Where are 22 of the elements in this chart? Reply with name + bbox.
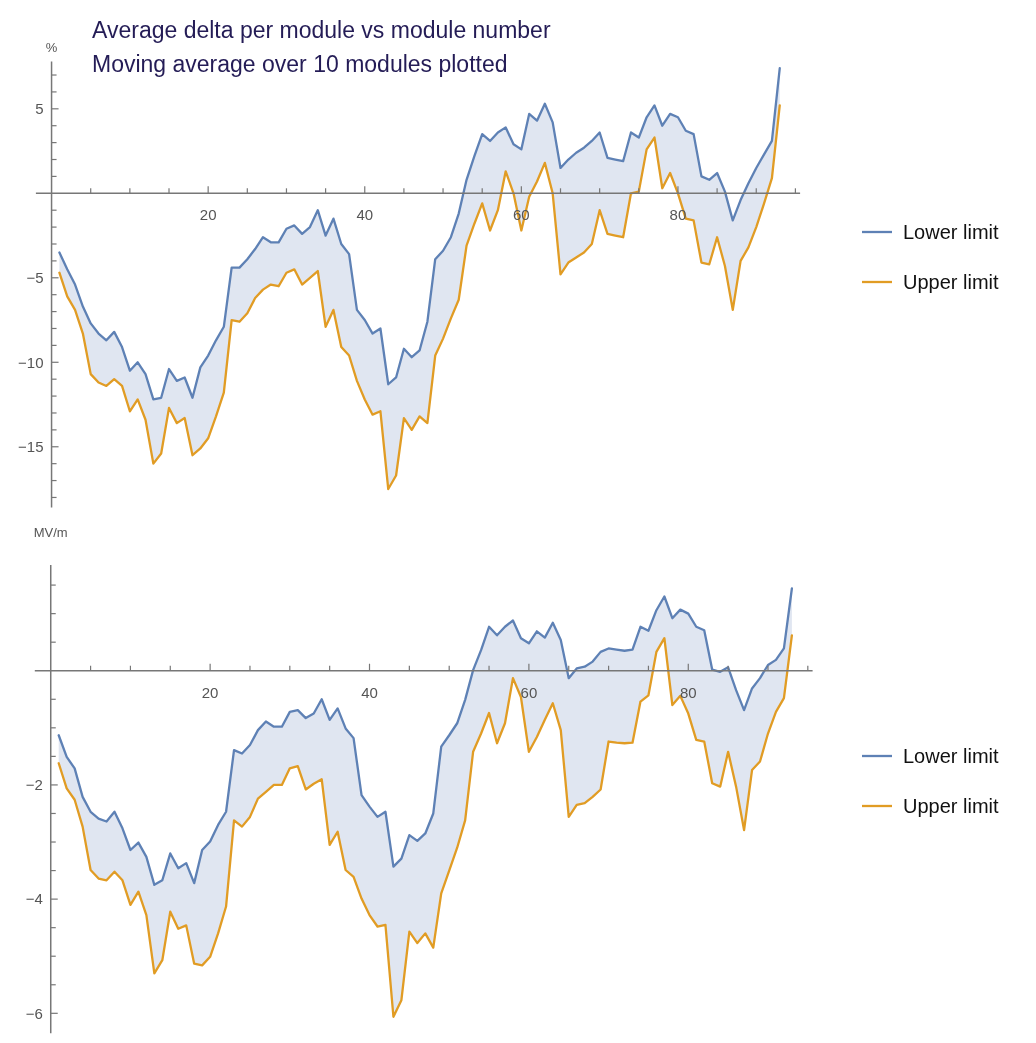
y-tick-label: 5 <box>35 100 44 118</box>
y-tick-label: −4 <box>25 890 43 908</box>
y-tick-label: −5 <box>26 269 44 287</box>
legend-label: Lower limit <box>903 221 1000 243</box>
x-tick-label: 40 <box>361 683 378 701</box>
y-tick-label: −15 <box>18 438 44 456</box>
legend-label: Upper limit <box>903 271 1000 293</box>
x-tick-label: 60 <box>520 683 538 701</box>
y-tick-label: −10 <box>18 353 44 371</box>
chart-subtitle: Moving average over 10 modules plotted <box>92 51 508 77</box>
x-tick-label: 80 <box>679 683 697 701</box>
legend-label: Upper limit <box>903 795 1000 817</box>
x-tick-label: 40 <box>356 206 374 224</box>
chart-title: Average delta per module vs module number <box>92 17 551 43</box>
x-tick-label: 20 <box>201 683 219 701</box>
y-tick-label: −2 <box>25 776 43 794</box>
line-series <box>57 587 794 886</box>
y-tick-label: −6 <box>25 1004 43 1022</box>
x-tick-label: 20 <box>199 206 217 224</box>
legend-label: Lower limit <box>903 745 1000 767</box>
y-axis-title: MV/m <box>33 525 68 540</box>
y-axis-title: % <box>45 40 58 55</box>
